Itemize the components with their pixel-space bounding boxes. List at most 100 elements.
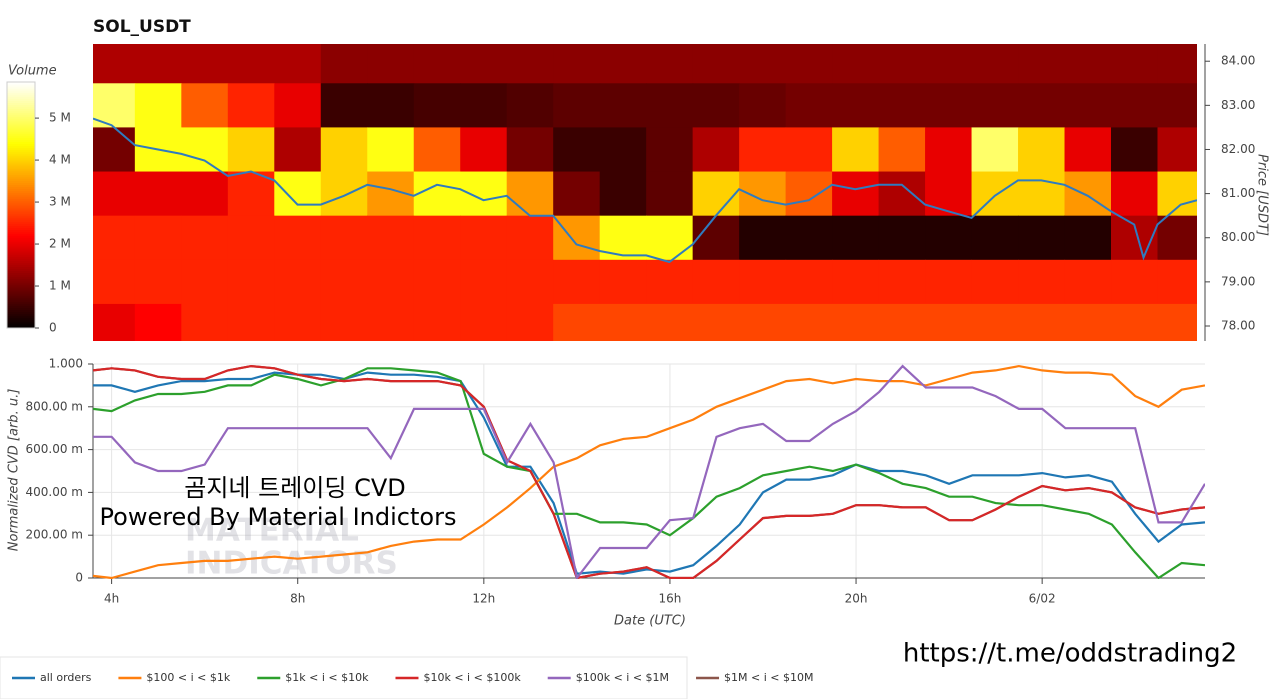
legend-label: $10k < i < $100k: [423, 671, 521, 684]
colorbar-step: [7, 133, 35, 136]
heat-cell: [1157, 259, 1197, 305]
colorbar-step: [7, 84, 35, 87]
heat-cell: [367, 259, 415, 305]
colorbar-step: [7, 157, 35, 161]
heat-cell: [320, 171, 368, 217]
colorbar-step: [7, 250, 35, 253]
heat-cell: [1064, 171, 1112, 217]
heat-cell: [878, 215, 926, 261]
colorbar-step: [7, 137, 35, 140]
colorbar-step: [7, 159, 35, 163]
colorbar-step: [7, 202, 35, 206]
heat-cell: [93, 83, 136, 128]
heat-cell: [1064, 215, 1112, 261]
watermark: MATERIAL: [185, 513, 359, 549]
colorbar-step: [7, 92, 35, 95]
y-axis-label: Normalized CVD [arb. u.]: [7, 389, 22, 552]
colorbar-step: [7, 145, 35, 149]
heat-cell: [1157, 215, 1197, 261]
heat-cell: [181, 44, 229, 84]
heat-cell: [93, 44, 136, 84]
colorbar-step: [7, 102, 35, 106]
y-tick-label: 800.00 m: [26, 399, 84, 413]
colorbar-step: [7, 319, 35, 323]
heat-cell: [367, 215, 415, 261]
series-line: [93, 364, 1205, 579]
colorbar-step: [7, 207, 35, 210]
colorbar-step: [7, 229, 35, 233]
heat-cell: [1064, 83, 1112, 128]
heat-cell: [878, 44, 926, 84]
lines: [93, 364, 1205, 579]
heat-cell: [553, 44, 601, 84]
colorbar-step: [7, 284, 35, 288]
heat-cell: [553, 83, 601, 128]
heat-cell: [460, 127, 508, 173]
heat-cell: [1064, 127, 1112, 173]
heat-cell: [832, 171, 880, 217]
heat-cell: [692, 127, 740, 173]
heat-cell: [785, 215, 833, 261]
x-tick-label: 16h: [658, 592, 681, 606]
colorbar-step: [7, 174, 35, 177]
colorbar-step: [7, 256, 35, 259]
colorbar-step: [7, 106, 35, 110]
heat-cell: [181, 303, 229, 341]
colorbar-step: [7, 309, 35, 313]
colorbar-step: [7, 219, 35, 222]
colorbar-step: [7, 176, 35, 179]
annotation: 곰지네 트레이딩 CVD: [184, 474, 405, 502]
heat-cell: [1111, 303, 1158, 341]
heat-cell: [925, 259, 973, 305]
heat-cell: [646, 127, 694, 173]
colorbar-step: [7, 143, 35, 147]
colorbar-step: [7, 170, 35, 173]
series-line: [93, 364, 1205, 579]
heat-cell: [692, 303, 740, 341]
colorbar-step: [7, 94, 35, 97]
heat-cell: [1111, 44, 1158, 84]
colorbar-step: [7, 303, 35, 306]
heat-cell: [320, 259, 368, 305]
colorbar-step: [7, 213, 35, 216]
heat-cell: [506, 44, 554, 84]
legend-label: $1k < i < $10k: [285, 671, 369, 684]
heat-cell: [646, 44, 694, 84]
colorbar-step: [7, 166, 35, 169]
colorbar-step: [7, 317, 35, 321]
colorbar-step: [7, 178, 35, 181]
y-tick-label: 0: [75, 571, 83, 585]
colorbar-step: [7, 168, 35, 171]
colorbar-step: [7, 282, 35, 286]
legend-label: all orders: [40, 671, 92, 684]
y-tick-label: 79.00: [1221, 274, 1255, 288]
colorbar-step: [7, 147, 35, 151]
colorbar-step: [7, 180, 35, 183]
heat-cell: [460, 171, 508, 217]
x-tick-label: 20h: [845, 592, 868, 606]
colorbar-step: [7, 100, 35, 103]
heat-cell: [553, 215, 601, 261]
heat-cell: [506, 215, 554, 261]
colorbar-step: [7, 192, 35, 196]
colorbar-step: [7, 301, 35, 304]
heat-cell: [599, 44, 647, 84]
heat-cell: [506, 303, 554, 341]
heat-cell: [181, 127, 229, 173]
heat-cell: [1111, 259, 1158, 305]
heat-cell: [93, 259, 136, 305]
heat-cell: [413, 171, 461, 217]
colorbar-step: [7, 274, 35, 278]
colorbar-step: [7, 88, 35, 91]
colorbar-step: [7, 321, 35, 325]
heat-cell: [506, 127, 554, 173]
colorbar-step: [7, 196, 35, 200]
colorbar-step: [7, 223, 35, 226]
colorbar-step: [7, 291, 35, 294]
colorbar-step: [7, 278, 35, 282]
heat-cell: [227, 171, 275, 217]
heat-cell: [553, 171, 601, 217]
heat-cell: [1111, 127, 1158, 173]
colorbar-tick-label: 1 M: [49, 279, 71, 293]
colorbar-step: [7, 264, 35, 267]
